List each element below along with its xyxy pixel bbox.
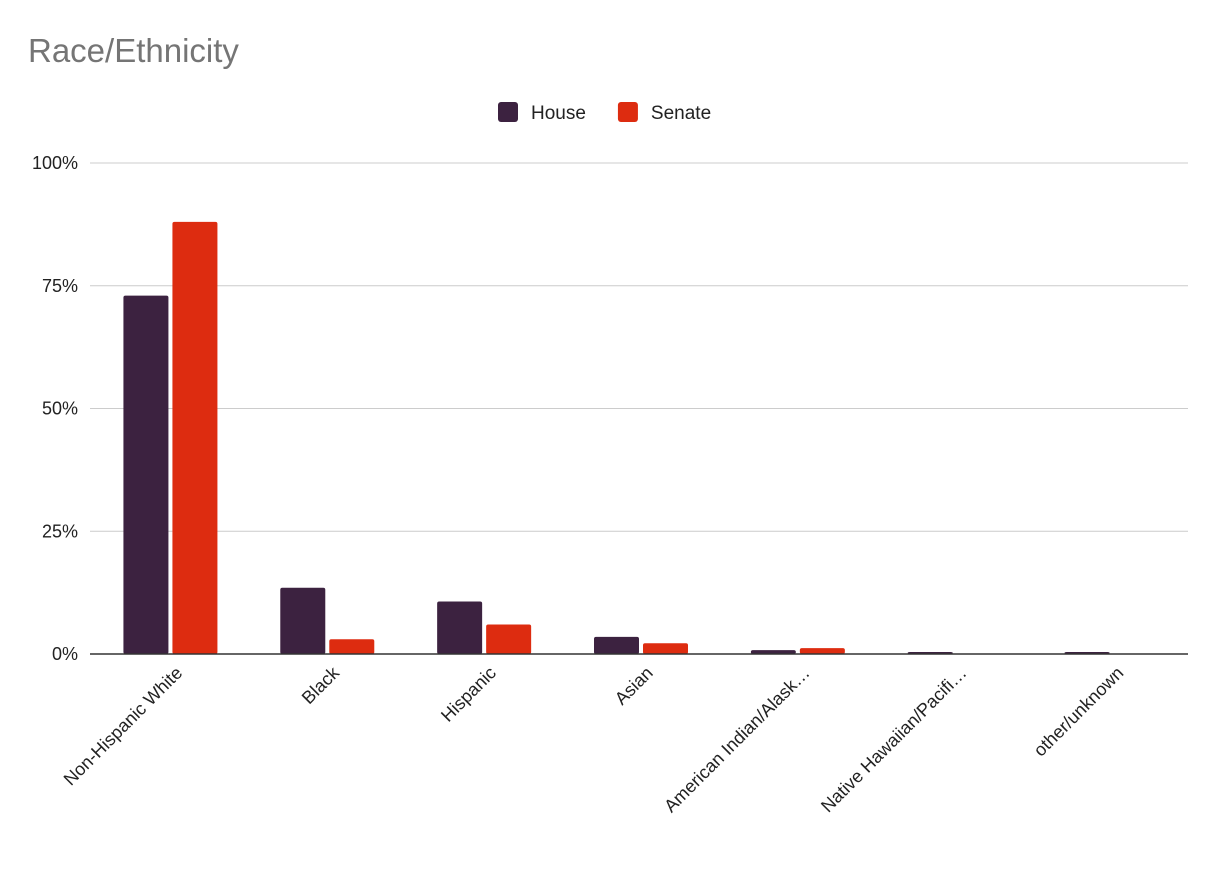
bar-senate: [486, 624, 532, 654]
legend-label-senate: Senate: [651, 103, 711, 124]
x-tick-label: Non-Hispanic White: [60, 663, 187, 790]
x-tick-label: Black: [298, 662, 344, 708]
chart-title: Race/Ethnicity: [28, 32, 239, 69]
bar-senate: [799, 648, 845, 654]
bar-senate: [643, 643, 688, 654]
bar-house: [594, 636, 639, 654]
bar-senate: [329, 639, 375, 654]
y-tick-label: 100%: [32, 153, 78, 173]
x-tick-label: Native Hawaiian/Pacifi…: [817, 663, 970, 816]
y-tick-label: 75%: [42, 276, 78, 296]
y-tick-label: 25%: [42, 521, 78, 541]
legend-swatch-house: [498, 102, 518, 122]
bar-house: [437, 601, 483, 654]
y-tick-label: 50%: [42, 399, 78, 419]
legend-label-house: House: [531, 103, 586, 124]
bar-senate: [172, 221, 218, 655]
x-tick-label: other/unknown: [1030, 663, 1128, 761]
x-tick-label: American Indian/Alask…: [660, 663, 814, 817]
x-tick-label: Asian: [611, 663, 657, 709]
x-tick-label: Hispanic: [437, 663, 500, 726]
legend-swatch-senate: [617, 102, 638, 122]
bar-house: [123, 295, 169, 654]
y-tick-label: 0%: [52, 644, 78, 664]
bar-house: [280, 587, 326, 654]
bar-house: [750, 650, 796, 654]
